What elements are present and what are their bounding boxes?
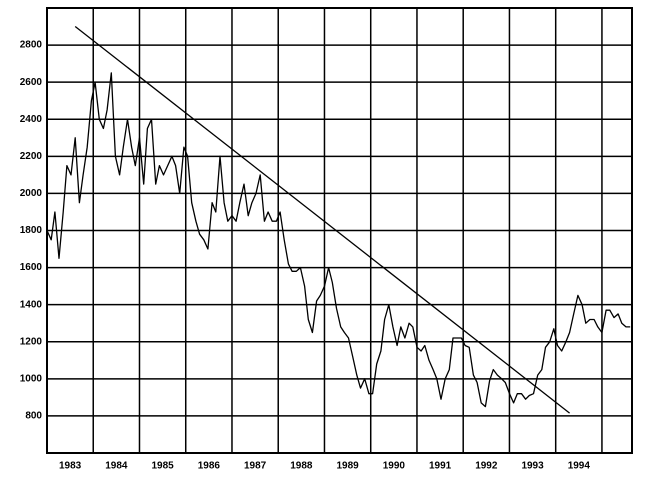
y-tick-label: 1200 (20, 336, 43, 347)
x-tick-label: 1984 (105, 461, 128, 472)
y-tick-label: 2200 (20, 151, 43, 162)
y-tick-label: 1800 (20, 225, 43, 236)
y-tick-label: 800 (25, 411, 42, 422)
x-tick-label: 1992 (475, 461, 498, 472)
y-tick-label: 2600 (20, 77, 43, 88)
x-tick-label: 1983 (59, 461, 82, 472)
y-tick-label: 2000 (20, 188, 43, 199)
x-tick-label: 1993 (521, 461, 544, 472)
x-tick-label: 1986 (198, 461, 221, 472)
y-tick-label: 2800 (20, 40, 43, 51)
x-tick-label: 1994 (568, 461, 591, 472)
x-tick-label: 1991 (429, 461, 452, 472)
price-line (46, 72, 631, 408)
x-tick-label: 1989 (336, 461, 359, 472)
y-tick-label: 1400 (20, 299, 43, 310)
trend-line (74, 25, 571, 414)
x-tick-label: 1987 (244, 461, 267, 472)
y-tick-label: 1000 (20, 373, 43, 384)
y-tick-label: 2400 (20, 114, 43, 125)
y-tick-label: 1600 (20, 262, 43, 273)
x-tick-label: 1988 (290, 461, 313, 472)
x-tick-label: 1985 (151, 461, 174, 472)
x-tick-label: 1990 (383, 461, 406, 472)
